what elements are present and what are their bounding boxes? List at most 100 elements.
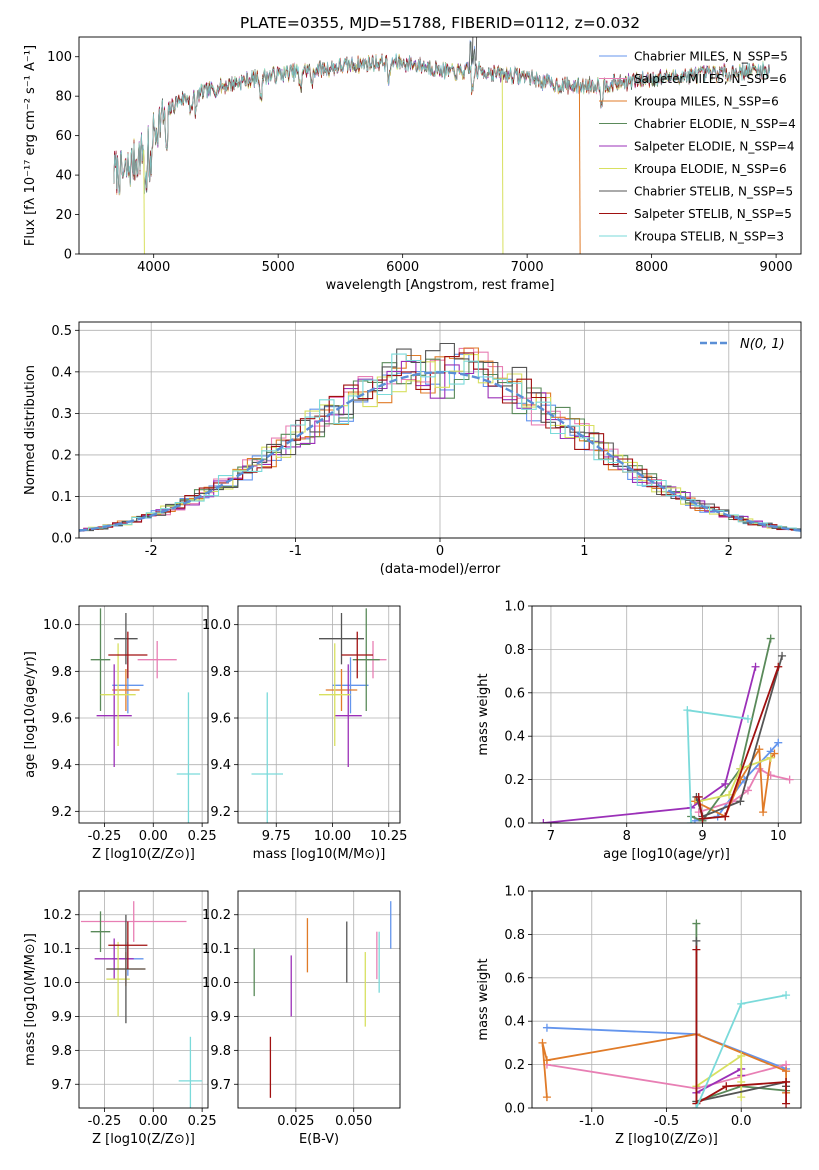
mass-weight-marker	[722, 1082, 731, 1091]
residual-histogram	[79, 353, 801, 532]
mass-weight-marker	[778, 651, 787, 660]
mass-weight-marker	[782, 1067, 791, 1076]
residual-histogram	[79, 352, 801, 532]
x-tick-label: 8	[623, 829, 631, 844]
mass_vs_ebv-axes: 0.025 0.050 9.7 9.8 9.9 10.0 10.1 10.2 E(B-V)	[202, 891, 400, 1147]
y-tick-label: 0.4	[504, 1015, 525, 1030]
mass-weight-line	[698, 757, 772, 803]
y-tick-label: 0.2	[504, 773, 525, 788]
y-tick-label: 0.0	[51, 532, 72, 547]
mass-weight-marker	[743, 714, 752, 723]
y-tick-label: 0.5	[51, 324, 72, 339]
mass_vs_z-frame	[78, 890, 209, 1109]
x-tick-label: -1.0	[579, 1114, 604, 1129]
mass_weight_vs_age-frame	[531, 605, 802, 824]
spectrum-lines	[113, 37, 770, 254]
mass-weight-marker	[538, 1038, 547, 1047]
y-tick-label: 0.1	[51, 490, 72, 505]
y-tick-label: 9.8	[210, 1044, 231, 1059]
y-axis-label: mass weight	[476, 673, 491, 755]
mass-weight-marker	[770, 749, 779, 758]
mass-weight-marker	[736, 797, 745, 806]
residuals-frame	[78, 321, 802, 539]
residuals-axes: -2 -1 0 1 2 0.0 0.1 0.2 0.3 0.4 0.5 (data-model)/er…	[23, 322, 801, 577]
x-tick-label: 7000	[511, 260, 544, 275]
x-axis-label: age [log10(age/yr)]	[603, 847, 730, 862]
mass-weight-marker	[542, 1093, 551, 1102]
y-tick-label: 40	[55, 169, 72, 184]
mass-weight-marker	[782, 1077, 791, 1086]
y-tick-label: 9.8	[51, 665, 72, 680]
mass-weight-marker	[542, 1056, 551, 1065]
mass-weight-marker	[683, 706, 692, 715]
spectrum-drop	[501, 74, 504, 254]
mass-weight-line	[698, 767, 790, 813]
x-tick-label: 0.00	[139, 1114, 168, 1129]
y-tick-label: 0.0	[504, 1102, 525, 1117]
x-tick-label: 10.25	[370, 829, 407, 844]
y-tick-label: 9.2	[210, 805, 231, 820]
x-tick-label: 0.050	[335, 1114, 372, 1129]
y-axis-label: mass [log10(M/M⊙)]	[23, 933, 38, 1066]
mass-weight-marker	[782, 1099, 791, 1108]
spectrum-frame	[78, 36, 802, 255]
x-axis-label: mass [log10(M/M⊙)]	[253, 847, 386, 862]
age_vs_z-frame	[78, 605, 209, 824]
mass-weight-marker	[692, 919, 701, 928]
y-tick-label: 0.0	[504, 817, 525, 832]
y-tick-label: 20	[55, 208, 72, 223]
spectrum-drop	[143, 150, 145, 254]
spectrum-drop	[578, 86, 581, 254]
mass-weight-marker	[759, 808, 768, 817]
y-tick-label: 10.1	[43, 942, 72, 957]
y-tick-label: 10.1	[202, 942, 231, 957]
spectrum-series-line	[113, 53, 770, 195]
mass-weight-marker	[755, 764, 764, 773]
chart-title: PLATE=0355, MJD=51788, FIBERID=0112, z=0…	[240, 14, 640, 32]
legend-entry: Kroupa ELODIE, N_SSP=6	[634, 162, 787, 176]
x-tick-label: 0	[436, 544, 444, 559]
y-axis-label: Flux [fλ 10⁻¹⁷ erg cm⁻² s⁻¹ A⁻¹]	[23, 45, 38, 246]
y-tick-label: 9.8	[51, 1044, 72, 1059]
y-tick-label: 1.0	[504, 885, 525, 900]
x-tick-label: 6000	[386, 260, 419, 275]
mass-weight-marker	[692, 936, 701, 945]
mass_weight_vs_age-axes: 7 8 9 10 0.0 0.2 0.4 0.6 0.8 1.0 age [log10(age/yr…	[476, 600, 801, 862]
y-tick-label: 9.6	[210, 712, 231, 727]
y-tick-label: 10.0	[202, 976, 231, 991]
x-tick-label: 10	[770, 829, 787, 844]
legend-entry: Salpeter STELIB, N_SSP=5	[634, 207, 792, 221]
mass_weight_vs_z-lines	[538, 919, 791, 1108]
y-tick-label: 9.7	[210, 1078, 231, 1093]
mass-weight-marker	[737, 1093, 746, 1102]
x-tick-label: 0.25	[188, 829, 217, 844]
x-tick-label: -0.25	[88, 1114, 122, 1129]
age_vs_mass-axes: 9.75 10.00 10.25 9.2 9.4 9.6 9.8 10.0 mass [log1…	[202, 606, 407, 862]
age_vs_z-axes: -0.25 0.00 0.25 9.2 9.4 9.6 9.8 10.0 Z [log10(Z/…	[23, 606, 217, 862]
x-axis-label: Z [log10(Z/Z⊙)]	[92, 1132, 195, 1147]
spectrum-legend: Chabrier MILES, N_SSP=5 Salpeter MILES, N…	[599, 50, 796, 244]
age_vs_z-points	[90, 608, 201, 823]
y-tick-label: 10.0	[202, 618, 231, 633]
legend-entry: Salpeter ELODIE, N_SSP=4	[634, 140, 795, 154]
x-tick-label: 5000	[262, 260, 295, 275]
legend-entry: Chabrier ELODIE, N_SSP=4	[634, 117, 796, 131]
mass-weight-marker	[782, 991, 791, 1000]
mass-weight-line	[695, 655, 783, 818]
mass-weight-marker	[725, 790, 734, 799]
y-tick-label: 0.3	[51, 407, 72, 422]
x-tick-label: -2	[145, 544, 158, 559]
y-tick-label: 10.0	[43, 976, 72, 991]
y-tick-label: 9.9	[210, 1010, 231, 1025]
x-tick-label: -0.5	[654, 1114, 679, 1129]
x-tick-label: 0.025	[277, 1114, 314, 1129]
mass-weight-marker	[766, 753, 775, 762]
x-tick-label: 9000	[760, 260, 793, 275]
y-tick-label: 0.4	[504, 730, 525, 745]
x-tick-label: 0.0	[731, 1114, 752, 1129]
mass_weight_vs_z-frame	[531, 890, 802, 1109]
mass-weight-marker	[687, 819, 696, 823]
y-tick-label: 0.8	[504, 928, 525, 943]
y-tick-label: 100	[47, 50, 72, 65]
